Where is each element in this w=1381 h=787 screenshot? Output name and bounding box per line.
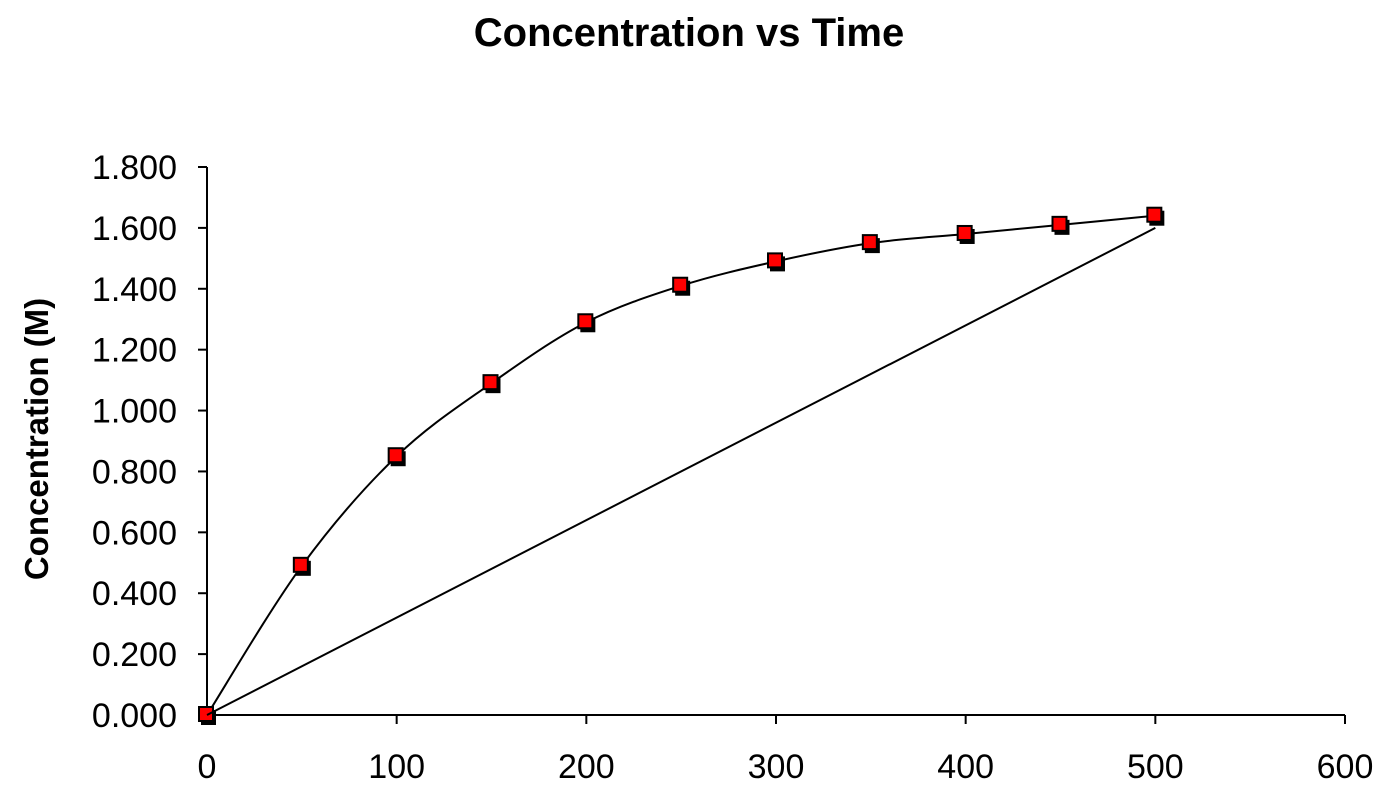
series-1-line <box>206 214 1156 716</box>
y-tick-label: 1.800 <box>92 149 177 187</box>
chart-title: Concentration vs Time <box>474 11 904 55</box>
data-point-marker <box>1051 215 1070 235</box>
y-tick-label: 0.600 <box>92 514 177 552</box>
y-tick-label: 1.200 <box>92 332 177 370</box>
y-tick-label: 0.000 <box>92 697 177 735</box>
y-axis: 0.000 0.200 0.400 0.600 0.800 1.000 1.200 1.400… <box>92 149 208 735</box>
data-point-marker <box>577 313 596 333</box>
data-point-marker <box>1146 206 1165 226</box>
x-tick-label: 500 <box>1127 748 1184 786</box>
y-tick-label: 1.400 <box>92 271 177 309</box>
x-tick-label: 0 <box>198 748 217 786</box>
data-point-marker <box>387 447 406 467</box>
data-point-marker <box>482 374 501 394</box>
x-axis: 0 100 200 300 400 500 600 <box>198 714 1374 786</box>
x-tick-label: 200 <box>558 748 615 786</box>
x-tick-label: 100 <box>368 748 425 786</box>
data-point-marker <box>198 706 216 725</box>
data-point-marker <box>956 224 975 244</box>
data-point-marker <box>767 252 785 272</box>
plot-area <box>198 206 1165 725</box>
y-axis-title: Concentration (M) <box>18 298 55 580</box>
data-point-marker <box>861 234 880 254</box>
y-tick-label: 1.600 <box>92 210 177 248</box>
y-tick-label: 0.200 <box>92 636 177 674</box>
x-tick-label: 600 <box>1317 748 1374 786</box>
y-tick-label: 1.000 <box>92 393 177 431</box>
y-tick-label: 0.400 <box>92 575 177 613</box>
series-2-line <box>206 226 1156 716</box>
x-tick-label: 300 <box>748 748 805 786</box>
data-point-marker <box>292 556 311 576</box>
x-tick-label: 400 <box>937 748 994 786</box>
y-tick-label: 0.800 <box>92 453 177 491</box>
data-point-marker <box>672 276 691 296</box>
